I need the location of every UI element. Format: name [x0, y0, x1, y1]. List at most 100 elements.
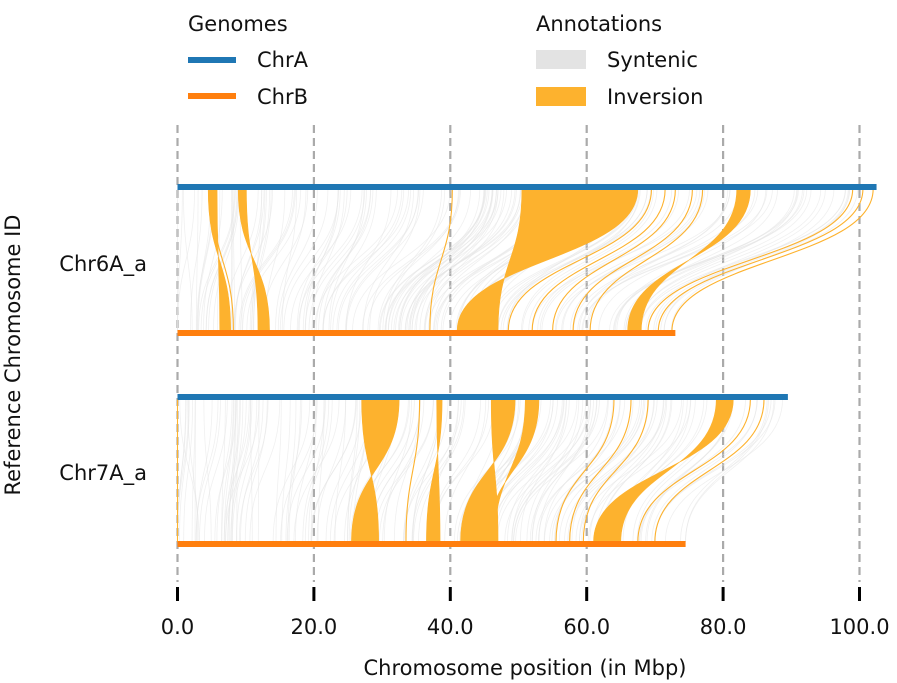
inversion-line	[671, 188, 874, 332]
syntenic-link	[347, 398, 358, 543]
syntenic-link	[537, 188, 673, 332]
syntenic-link	[554, 398, 621, 543]
syntenic-link	[249, 188, 267, 332]
inversion-line	[531, 188, 666, 332]
syntenic-link	[415, 188, 493, 332]
syntenic-link	[526, 398, 580, 543]
syntenic-link	[645, 188, 846, 332]
x-tick-label: 60.0	[563, 615, 610, 639]
syntenic-link	[369, 188, 421, 332]
syntenic-link	[571, 398, 634, 543]
syntenic-link	[555, 188, 731, 332]
syntenic-link	[275, 188, 307, 332]
syntenic-link	[246, 188, 302, 332]
syntenic-link	[287, 398, 297, 543]
syntenic-link	[444, 398, 487, 543]
syntenic-link	[296, 188, 339, 332]
chra-bar	[177, 184, 877, 190]
syntenic-link	[208, 188, 239, 332]
syntenic-link	[579, 398, 683, 543]
y-axis-label: Reference Chromosome ID	[1, 215, 25, 496]
syntenic-link	[528, 188, 658, 332]
syntenic-link	[362, 188, 415, 332]
syntenic-link	[234, 188, 265, 332]
syntenic-link	[511, 398, 570, 543]
syntenic-link	[385, 188, 446, 332]
legend-chrb-label: ChrB	[257, 85, 308, 109]
legend-chra-label: ChrA	[257, 48, 309, 72]
syntenic-link	[288, 398, 301, 543]
inversion-line	[572, 188, 693, 332]
syntenic-link	[500, 188, 652, 332]
x-tick-label: 0.0	[161, 615, 194, 639]
syntenic-link	[281, 398, 291, 543]
syntenic-link	[382, 188, 442, 332]
synteny-links	[176, 188, 874, 543]
inversion-line	[582, 398, 649, 543]
syntenic-link	[379, 188, 487, 332]
legend-syntenic-label: Syntenic	[607, 48, 698, 72]
syntenic-link	[204, 398, 228, 543]
syntenic-link	[531, 398, 584, 543]
syntenic-link	[382, 398, 425, 543]
syntenic-link	[221, 398, 226, 543]
syntenic-link	[242, 188, 296, 332]
inversion-ribbon	[460, 398, 516, 543]
chrb-bar	[177, 541, 686, 547]
syntenic-link	[302, 398, 330, 543]
syntenic-link	[179, 398, 200, 543]
syntenic-link	[496, 398, 587, 543]
inversion-ribbon	[426, 398, 443, 543]
syntenic-link	[252, 188, 272, 332]
syntenic-link	[561, 188, 709, 332]
syntenic-link	[399, 188, 481, 332]
syntenic-link	[177, 188, 195, 332]
syntenic-link	[346, 188, 424, 332]
syntenic-link	[640, 188, 822, 332]
syntenic-link	[334, 398, 347, 543]
syntenic-link	[302, 188, 341, 332]
x-tick-label: 100.0	[829, 615, 889, 639]
syntenic-link	[316, 398, 347, 543]
syntenic-link	[609, 188, 808, 332]
syntenic-link	[239, 188, 295, 332]
syntenic-link	[586, 188, 729, 332]
syntenic-link	[573, 188, 739, 332]
syntenic-link	[506, 188, 641, 332]
syntenic-link	[504, 398, 591, 543]
syntenic-link	[595, 398, 668, 543]
inversion-ribbon	[456, 188, 639, 332]
syntenic-link	[587, 398, 692, 543]
syntenic-link	[257, 398, 260, 543]
syntenic-link	[558, 398, 644, 543]
x-tick-label: 80.0	[700, 615, 747, 639]
syntenic-link	[310, 398, 317, 543]
syntenic-link	[195, 188, 199, 332]
syntenic-link	[213, 188, 240, 332]
legend-genomes-title: Genomes	[188, 12, 288, 36]
inversion-line	[211, 188, 234, 332]
syntenic-link	[515, 398, 608, 543]
inversion-line	[405, 398, 421, 543]
syntenic-link	[330, 188, 377, 332]
syntenic-link	[294, 398, 317, 543]
inversion-line	[637, 398, 751, 543]
syntenic-link	[544, 398, 641, 543]
syntenic-link	[685, 398, 775, 543]
inversion-line	[657, 188, 864, 332]
syntenic-link	[322, 188, 403, 332]
x-tick-label: 20.0	[291, 615, 338, 639]
syntenic-link	[352, 188, 451, 332]
syntenic-link	[535, 398, 626, 543]
syntenic-link	[579, 188, 731, 332]
syntenic-link	[314, 188, 399, 332]
syntenic-link	[183, 398, 194, 543]
syntenic-link	[378, 188, 486, 332]
syntenic-link	[653, 188, 826, 332]
syntenic-link	[279, 188, 329, 332]
syntenic-link	[551, 398, 643, 543]
syntenic-link	[568, 398, 667, 543]
syntenic-link	[582, 188, 768, 332]
syntenic-link	[522, 188, 654, 332]
legend-inversion-swatch	[536, 87, 586, 106]
